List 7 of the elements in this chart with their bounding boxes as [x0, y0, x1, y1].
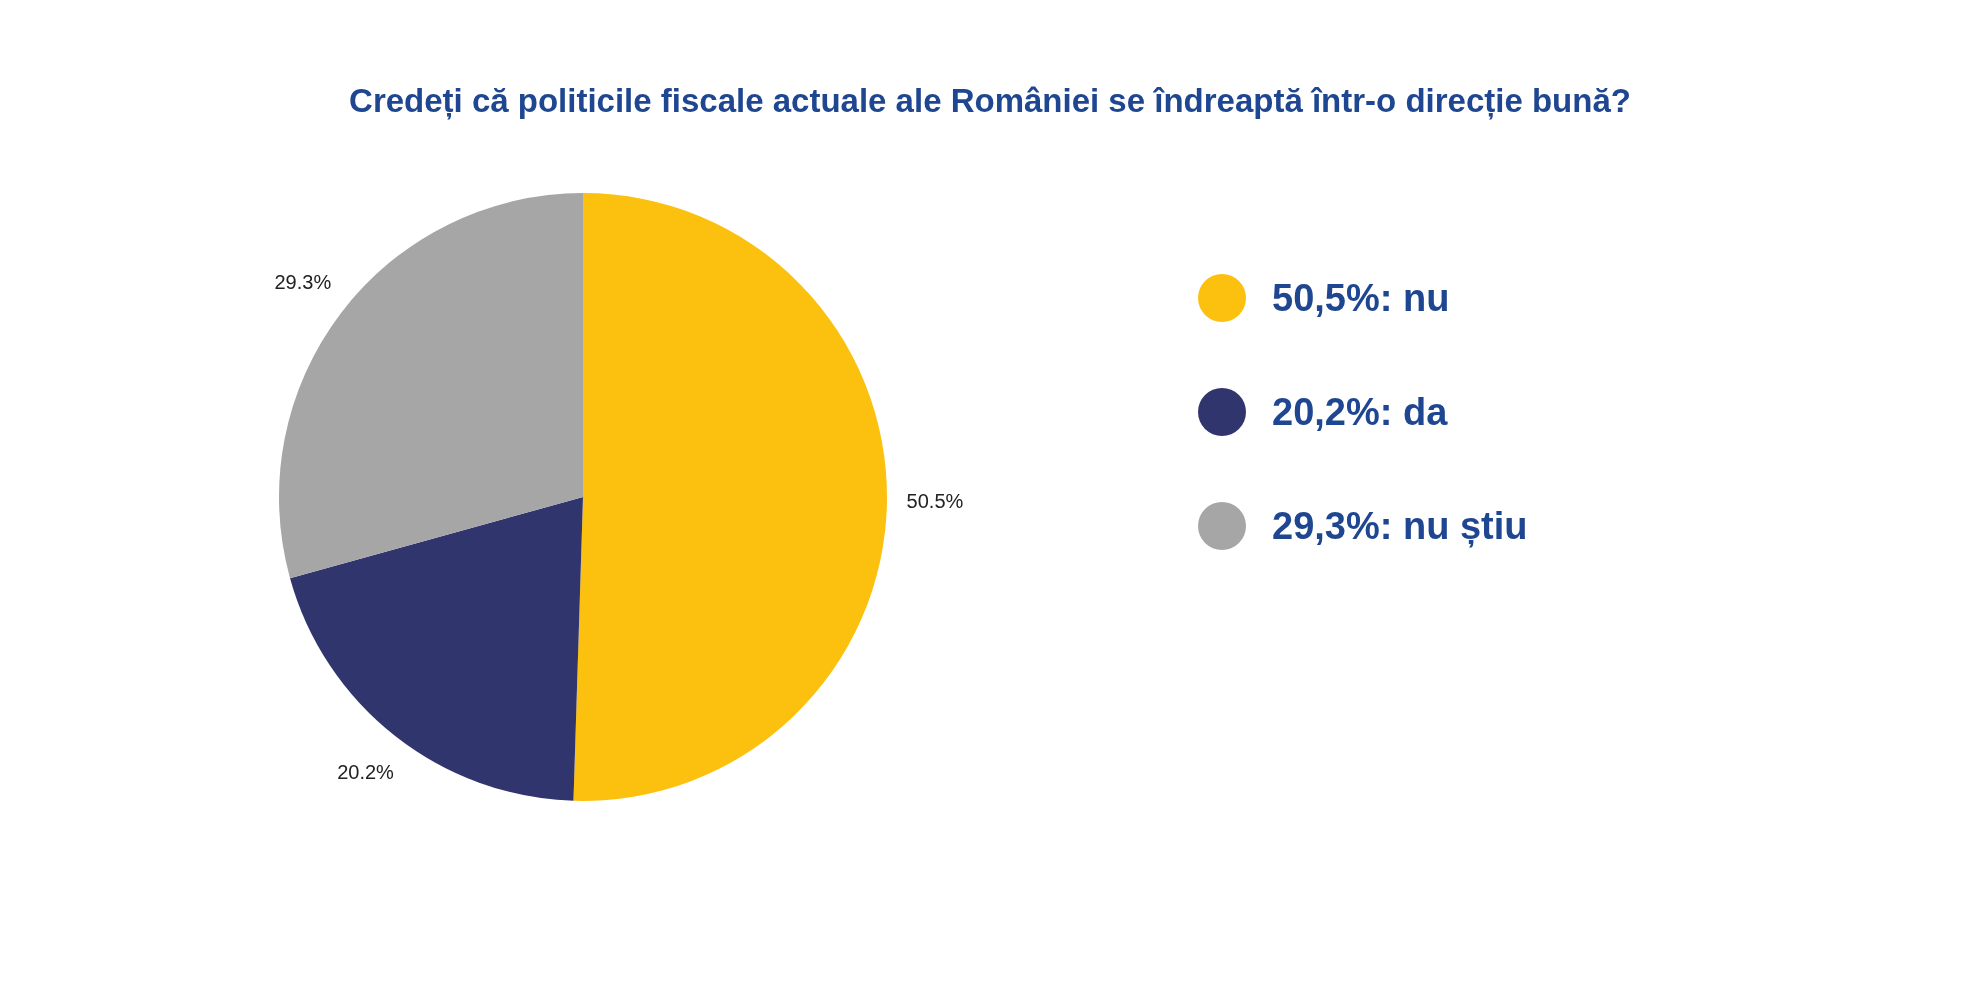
legend-label: 29,3%: nu știu — [1272, 504, 1528, 548]
data-label: 29.3% — [274, 271, 332, 294]
data-label: 50.5% — [906, 490, 964, 513]
legend-label: 20,2%: da — [1272, 390, 1448, 434]
data-label: 20.2% — [337, 761, 395, 784]
chart-title: Credeți că politicile fiscale actuale ale României se îndreaptă într-o direcție bună? — [348, 82, 1632, 120]
legend-label: 50,5%: nu — [1272, 276, 1450, 320]
